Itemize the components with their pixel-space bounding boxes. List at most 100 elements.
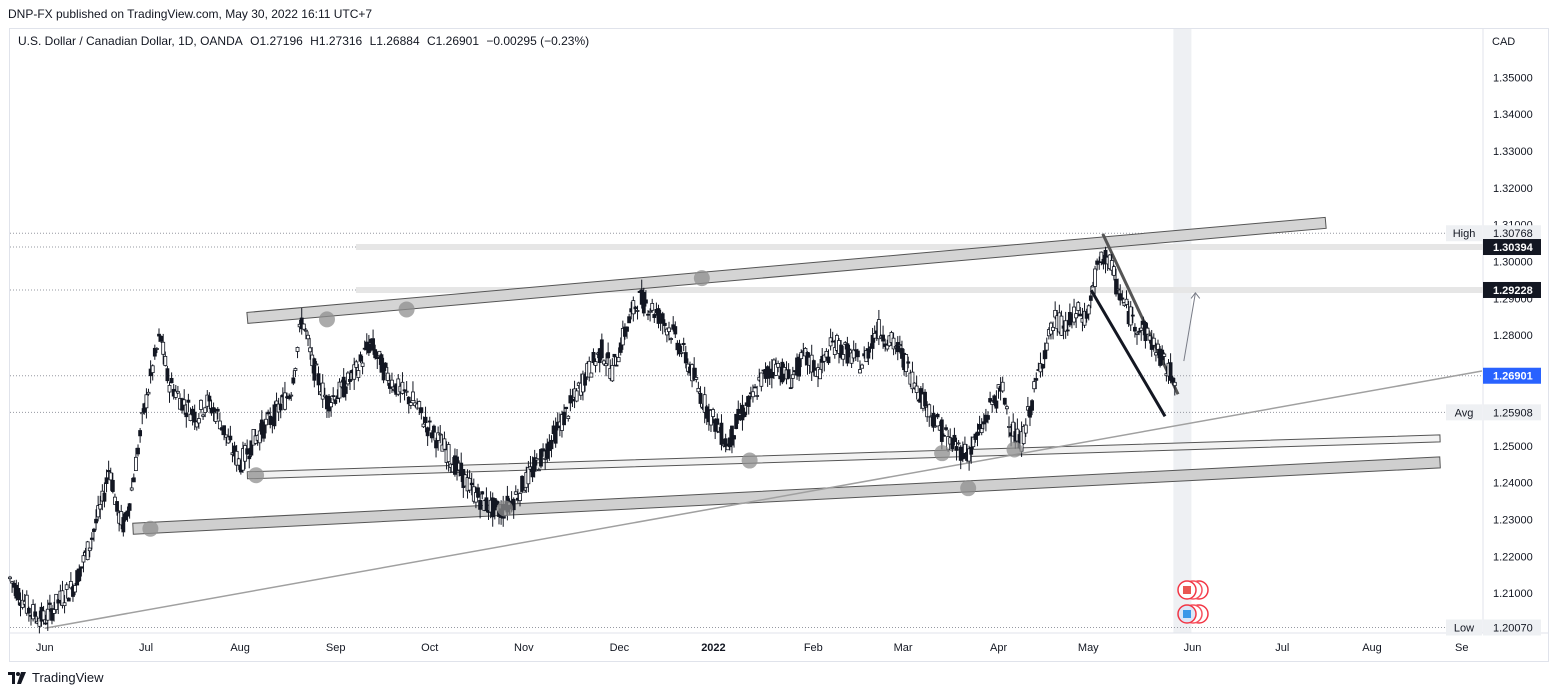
candle-body xyxy=(574,390,579,402)
candle-body xyxy=(532,457,537,472)
candle-body xyxy=(316,373,321,386)
candle-body xyxy=(1023,424,1028,434)
candle-body xyxy=(702,394,707,413)
candle-body xyxy=(217,420,222,430)
candle-body xyxy=(173,390,178,398)
candle-body xyxy=(981,421,986,425)
flag-glyph xyxy=(1183,610,1191,618)
pivot-marker xyxy=(497,500,514,517)
candle-body xyxy=(136,447,140,455)
candle-body xyxy=(26,607,31,614)
candle-body xyxy=(566,415,571,419)
candle-body xyxy=(652,314,657,318)
price-label-bg xyxy=(1483,367,1541,384)
candle-body xyxy=(935,413,940,418)
candle-body xyxy=(52,609,56,614)
candle-body xyxy=(719,422,724,445)
candle-body xyxy=(150,365,155,374)
candle-body xyxy=(16,587,21,601)
pivot-marker xyxy=(248,467,265,484)
candle-body xyxy=(969,446,974,455)
top-bar: DNP-FX published on TradingView.com, May… xyxy=(0,0,1557,28)
candle-body xyxy=(366,343,371,354)
tradingview-logo-icon xyxy=(8,671,26,684)
candle-body xyxy=(140,411,145,415)
candle-body xyxy=(723,438,728,448)
candle-body xyxy=(98,504,103,510)
candle-body xyxy=(769,368,774,379)
candle-body xyxy=(360,362,365,367)
candle-body xyxy=(518,493,522,502)
candle-body xyxy=(855,350,860,358)
close-value: C1.26901 xyxy=(426,34,480,48)
candle-body xyxy=(421,423,426,428)
candle-body xyxy=(192,411,197,423)
x-tick-label: Sep xyxy=(326,642,346,654)
candle-body xyxy=(956,442,961,445)
candle-body xyxy=(660,313,665,324)
candle-body xyxy=(188,413,193,422)
candle-body xyxy=(1130,314,1135,317)
candle-body xyxy=(89,537,94,540)
candle-body xyxy=(1162,353,1167,357)
candle-body xyxy=(182,399,187,406)
candle-body xyxy=(564,406,569,410)
candle-body xyxy=(1112,266,1116,276)
candle-body xyxy=(994,400,999,409)
candle-body xyxy=(1011,421,1016,437)
candle-body xyxy=(755,395,760,397)
candle-body xyxy=(1053,310,1058,318)
candle-body xyxy=(1133,326,1137,332)
candle-body xyxy=(66,597,71,602)
candle-body xyxy=(68,580,73,589)
candle-body xyxy=(860,364,864,369)
candle-body xyxy=(245,448,250,455)
published-line: DNP-FX published on TradingView.com, May… xyxy=(8,7,373,21)
candle-body xyxy=(1007,426,1011,428)
candle-body xyxy=(979,428,984,434)
candle-body xyxy=(774,363,778,376)
footer-brand[interactable]: TradingView xyxy=(32,670,104,685)
candle-body xyxy=(134,456,138,472)
candle-body xyxy=(870,334,875,349)
candle-body xyxy=(534,458,539,461)
candle-body xyxy=(429,432,434,439)
candle-body xyxy=(549,439,554,450)
candle-body xyxy=(215,408,220,412)
candle-body xyxy=(1139,327,1144,331)
price-label-value: 1.30768 xyxy=(1493,228,1533,240)
candle-body xyxy=(436,432,441,441)
candle-body xyxy=(635,310,640,312)
x-tick-label: Nov xyxy=(514,642,534,654)
price-chart[interactable]: CAD1.350001.340001.330001.320001.310001.… xyxy=(0,0,1557,670)
low-value: L1.26884 xyxy=(369,34,420,48)
candle-body xyxy=(967,448,972,462)
candle-body xyxy=(24,594,29,614)
symbol-name[interactable]: U.S. Dollar / Canadian Dollar, 1D, OANDA xyxy=(18,34,243,48)
candle-body xyxy=(845,343,850,364)
candle-body xyxy=(897,344,902,346)
candle-body xyxy=(400,381,405,394)
candle-body xyxy=(1154,352,1158,356)
candle-body xyxy=(541,448,545,452)
candle-body xyxy=(520,475,524,492)
candle-body xyxy=(404,390,409,393)
x-tick-label: Dec xyxy=(610,642,630,654)
candle-body xyxy=(627,316,632,324)
candle-body xyxy=(1137,330,1142,333)
candle-body xyxy=(725,445,730,451)
candle-body xyxy=(480,491,485,495)
candle-body xyxy=(1074,313,1079,319)
candle-body xyxy=(289,394,294,397)
candle-body xyxy=(408,402,413,406)
candle-body xyxy=(931,412,936,428)
candle-body xyxy=(711,409,715,417)
candle-body xyxy=(43,622,48,625)
price-label-value: 1.20070 xyxy=(1493,622,1533,634)
candle-body xyxy=(10,581,14,584)
candle-body xyxy=(77,568,82,582)
candle-body xyxy=(696,387,701,393)
candle-body xyxy=(562,411,566,426)
candle-body xyxy=(1032,381,1037,390)
candle-body xyxy=(81,555,86,563)
